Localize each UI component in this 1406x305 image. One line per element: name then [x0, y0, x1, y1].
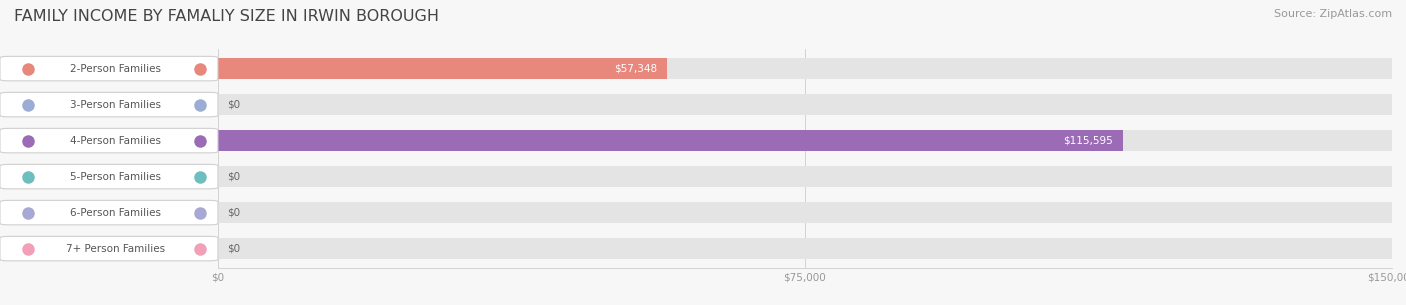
Bar	[218, 238, 1392, 259]
Bar	[218, 202, 1392, 223]
Text: $0: $0	[228, 244, 240, 253]
Text: $0: $0	[228, 100, 240, 109]
FancyBboxPatch shape	[0, 200, 218, 225]
Text: FAMILY INCOME BY FAMALIY SIZE IN IRWIN BOROUGH: FAMILY INCOME BY FAMALIY SIZE IN IRWIN B…	[14, 9, 439, 24]
FancyBboxPatch shape	[0, 128, 218, 153]
Text: $115,595: $115,595	[1063, 136, 1114, 145]
Bar	[218, 58, 666, 79]
Text: $0: $0	[228, 172, 240, 181]
FancyBboxPatch shape	[0, 164, 218, 189]
FancyBboxPatch shape	[0, 92, 218, 117]
Text: Source: ZipAtlas.com: Source: ZipAtlas.com	[1274, 9, 1392, 19]
Bar	[218, 94, 1392, 115]
Text: 3-Person Families: 3-Person Families	[70, 100, 162, 109]
Text: $0: $0	[228, 208, 240, 217]
Text: 6-Person Families: 6-Person Families	[70, 208, 162, 217]
Text: $57,348: $57,348	[614, 64, 658, 74]
Bar	[218, 130, 1392, 151]
Bar	[218, 166, 1392, 187]
Text: 4-Person Families: 4-Person Families	[70, 136, 162, 145]
Text: 7+ Person Families: 7+ Person Families	[66, 244, 165, 253]
Text: 2-Person Families: 2-Person Families	[70, 64, 162, 74]
Bar	[218, 58, 1392, 79]
FancyBboxPatch shape	[0, 236, 218, 261]
FancyBboxPatch shape	[0, 56, 218, 81]
Bar	[218, 130, 1122, 151]
Text: 5-Person Families: 5-Person Families	[70, 172, 162, 181]
